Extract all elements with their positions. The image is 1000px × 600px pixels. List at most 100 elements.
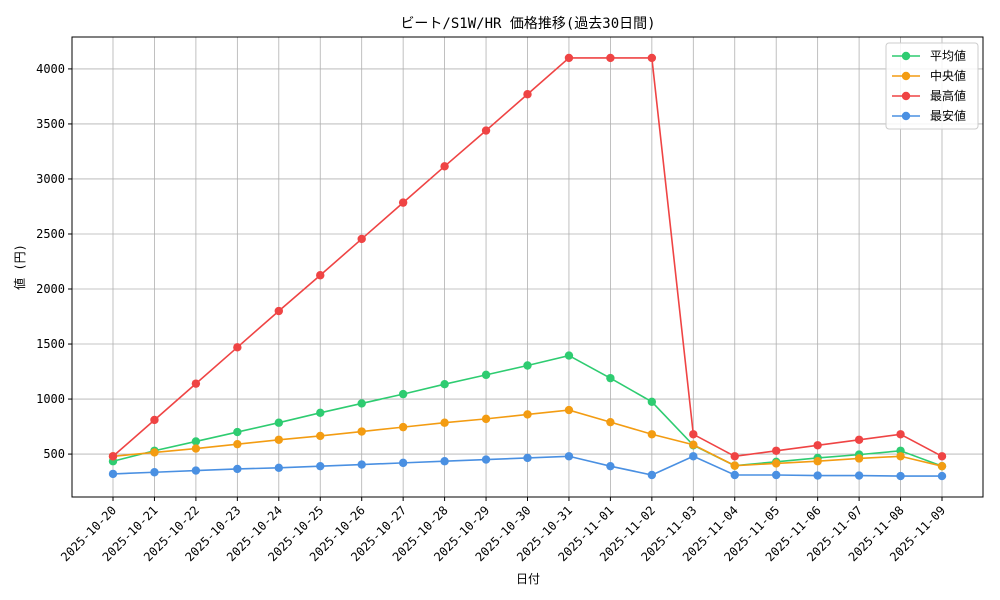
legend-label: 中央値 [930,68,966,83]
data-point [440,457,449,466]
data-point [274,418,283,427]
y-tick-label: 1000 [36,392,65,406]
data-point [191,466,201,475]
data-point [689,452,698,461]
data-point [440,162,449,171]
data-point [316,461,325,471]
y-tick-label: 3500 [36,117,65,131]
legend-marker [901,91,911,101]
data-point [191,444,201,453]
data-point [730,470,739,480]
data-point [398,422,408,432]
data-point [564,452,574,461]
data-point [647,430,657,439]
data-point [108,452,118,461]
data-point [150,448,159,457]
chart-title: ビート/S1W/HR 価格推移(過去30日間) [400,16,655,32]
data-point [730,452,739,461]
data-point [937,452,947,461]
data-point [772,446,781,455]
data-point [481,414,491,424]
data-point [523,90,532,99]
data-point [772,459,781,468]
data-point [606,417,615,427]
data-point [896,430,905,439]
y-tick-label: 1500 [36,337,65,351]
data-point [440,380,449,389]
data-point [854,454,864,463]
data-point [730,461,739,470]
data-point [606,373,615,383]
data-point [813,471,822,480]
data-point [647,470,657,480]
data-point [108,469,118,479]
data-point [813,457,822,466]
data-point [523,410,532,419]
data-point [191,379,201,388]
data-point [689,440,698,449]
data-point [274,306,283,316]
legend-marker [901,71,911,81]
data-point [398,458,408,468]
series-layer [108,53,947,481]
data-point [564,351,574,360]
legend-marker [901,51,911,61]
data-point [523,453,532,463]
data-point [357,234,366,244]
data-point [233,427,242,437]
legend-box [885,42,979,130]
data-point [357,460,366,469]
data-point [233,343,242,352]
x-axis-label: 日付 [516,572,540,586]
x-axis: 2025-10-202025-10-212025-10-222025-10-23… [58,497,948,564]
data-point [564,53,574,63]
data-point [689,430,698,439]
data-point [606,461,615,471]
y-tick-label: 500 [43,447,65,461]
data-point [398,389,408,399]
data-point [150,415,159,425]
y-tick-label: 4000 [36,62,65,76]
y-tick-label: 3000 [36,172,65,186]
legend-label: 最高値 [930,88,966,103]
data-point [274,463,283,473]
y-axis: 500 1000 1500 2000 2500 3000 3500 4000 [36,62,72,461]
data-point [150,468,159,477]
data-point [772,470,781,480]
y-tick-label: 2000 [36,282,65,296]
data-point [398,198,408,207]
legend-label: 最安値 [930,108,966,123]
data-point [606,53,615,63]
data-point [233,464,242,474]
data-point [481,370,491,380]
data-point [813,441,822,450]
data-point [440,418,449,427]
data-point [191,437,201,446]
data-point [233,439,242,449]
data-point [274,435,283,444]
data-point [357,427,366,436]
data-point [316,408,325,418]
data-point [481,126,491,135]
data-point [481,455,491,464]
data-point [896,471,905,481]
data-point [937,461,947,471]
data-point [854,471,864,480]
grid-lines [72,37,983,497]
data-point [647,397,657,407]
y-tick-label: 2500 [36,227,65,241]
data-point [523,361,532,370]
data-point [316,271,325,280]
y-axis-label: 値 (円) [12,244,27,290]
data-point [896,452,905,461]
data-point [564,405,574,415]
data-point [647,53,657,63]
legend-marker [901,111,911,121]
data-point [357,399,366,408]
legend-label: 平均値 [930,48,966,63]
data-point [937,471,947,481]
data-point [854,435,864,444]
data-point [316,431,325,441]
